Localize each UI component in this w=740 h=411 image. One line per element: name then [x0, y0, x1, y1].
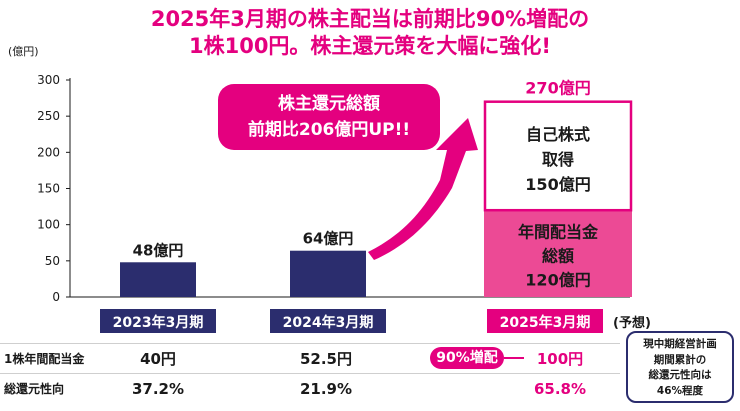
badge-connector	[504, 357, 524, 359]
row-header: 総還元性向	[4, 382, 65, 396]
table-row: 総還元性向 37.2% 21.9% 65.8%	[0, 373, 620, 404]
note-line-3: 総還元性向は	[648, 369, 712, 381]
payout-2023: 37.2%	[131, 380, 185, 398]
y-tick-label: 250	[37, 109, 60, 123]
y-axis-unit: (億円)	[8, 45, 39, 58]
bar-2025-dividend	[484, 210, 632, 297]
x-tick-label: 2023年3月期	[113, 314, 204, 331]
x-label-box	[100, 309, 216, 333]
dividend-2024: 52.5円	[299, 350, 352, 368]
note-line-4: 46%程度	[656, 384, 704, 397]
bar-total-label: 270億円	[525, 79, 590, 98]
bar-2024	[290, 250, 366, 297]
increase-badge: 90%増配	[430, 347, 504, 369]
dividend-2023: 40円	[140, 350, 176, 368]
headline-line-1: 2025年3月期の株主配当は前期比90%増配の	[150, 7, 590, 31]
x-tick-label: 2025年3月期	[500, 314, 591, 331]
y-tick-label: 300	[37, 73, 60, 87]
y-axis: 0 50 100 150 200 250 300	[37, 73, 630, 304]
y-tick-label: 150	[37, 182, 60, 196]
buyback-label-line: 自己株式	[526, 125, 590, 144]
note-line-1: 現中期経営計画	[643, 338, 717, 350]
forecast-label: (予想)	[613, 315, 651, 331]
row-header: 1株年間配当金	[4, 352, 85, 366]
bar-2025-buyback	[483, 100, 633, 212]
y-tick-label: 50	[45, 254, 60, 268]
callout-line-2: 前期比206億円UP!!	[248, 119, 410, 140]
bar-value-label: 64億円	[303, 230, 354, 248]
callout-box: 株主還元総額 前期比206億円UP!!	[218, 84, 440, 150]
dividend-label-line: 総額	[542, 247, 574, 266]
table-row: 1株年間配当金 40円 52.5円 100円	[0, 343, 620, 374]
callout-bubble	[218, 84, 440, 150]
x-label-box	[487, 309, 603, 333]
dividend-label-line: 年間配当金	[518, 223, 599, 242]
growth-arrow	[368, 118, 478, 260]
bar-2023	[120, 262, 196, 297]
x-label-box	[270, 309, 386, 333]
headline-line-2: 1株100円。株主還元策を大幅に強化!	[188, 34, 552, 58]
buyback-label-line: 150億円	[525, 175, 590, 194]
y-tick-label: 200	[37, 145, 60, 159]
y-tick-label: 100	[37, 218, 60, 232]
x-tick-label: 2024年3月期	[283, 314, 374, 331]
bar-chart: (億円) 0 50 100 150 200 250 300 48億円 64億円 270億円自己株…	[8, 45, 651, 333]
payout-2025: 65.8%	[533, 380, 587, 398]
payout-note: 現中期経営計画 期間累計の 総還元性向は 46%程度	[626, 331, 734, 403]
callout-line-1: 株主還元総額	[278, 93, 380, 114]
y-tick-label: 0	[52, 290, 60, 304]
dividend-2025: 100円	[536, 350, 584, 368]
bar-value-label: 48億円	[133, 241, 184, 259]
note-line-2: 期間累計の	[653, 353, 707, 366]
x-axis-labels: 2023年3月期 2024年3月期 2025年3月期 (予想)	[100, 309, 651, 333]
buyback-label-line: 取得	[542, 150, 574, 169]
dividend-label-line: 120億円	[525, 271, 590, 290]
payout-2024: 21.9%	[299, 380, 353, 398]
